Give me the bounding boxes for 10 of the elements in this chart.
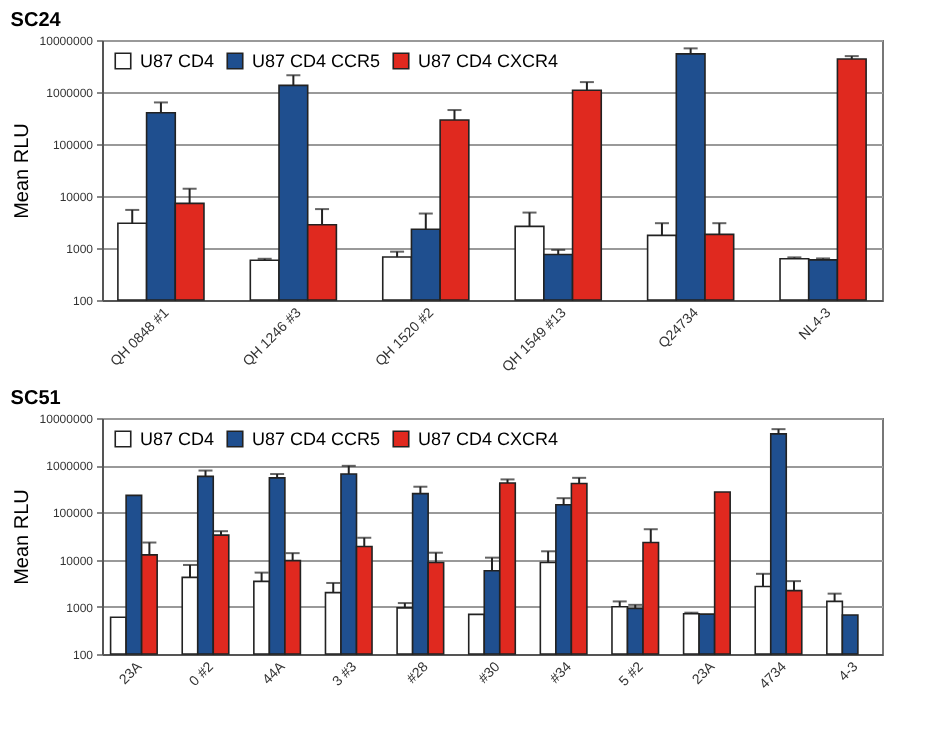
chart-title: SC51 (10, 388, 62, 410)
legend-label: U87 CD4 (140, 429, 215, 450)
chart-title: SC24 (10, 10, 62, 32)
legend-label: U87 CD4 (140, 51, 215, 72)
y-axis-title: Mean RLU (11, 123, 34, 219)
legend-label: U87 CD4 CCR5 (252, 51, 381, 72)
legend-label: U87 CD4 CXCR4 (418, 51, 559, 72)
y-axis-title: Mean RLU (11, 489, 34, 585)
legend-label: U87 CD4 CCR5 (252, 429, 381, 450)
legend-label: U87 CD4 CXCR4 (418, 429, 559, 450)
